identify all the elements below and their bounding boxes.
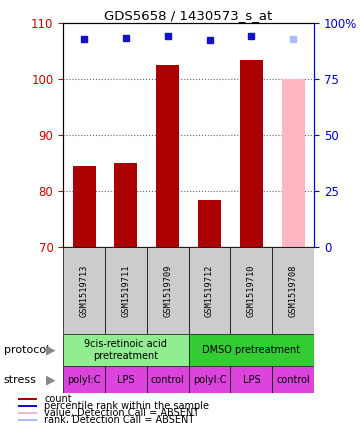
Text: LPS: LPS (243, 375, 260, 385)
Title: GDS5658 / 1430573_s_at: GDS5658 / 1430573_s_at (104, 9, 273, 22)
Text: control: control (276, 375, 310, 385)
Bar (114, 163, 138, 247)
Bar (18, 398, 37, 400)
Bar (188, 366, 230, 393)
Bar (230, 247, 272, 334)
Bar (198, 200, 221, 247)
Text: LPS: LPS (117, 375, 135, 385)
Text: GSM1519710: GSM1519710 (247, 264, 256, 317)
Text: GSM1519712: GSM1519712 (205, 264, 214, 317)
Text: 9cis-retinoic acid
pretreatment: 9cis-retinoic acid pretreatment (84, 339, 168, 361)
Bar (63, 334, 188, 366)
Text: value, Detection Call = ABSENT: value, Detection Call = ABSENT (44, 408, 200, 418)
Bar (230, 366, 272, 393)
Text: rank, Detection Call = ABSENT: rank, Detection Call = ABSENT (44, 415, 195, 423)
Bar (282, 79, 305, 247)
Text: GSM1519713: GSM1519713 (79, 264, 88, 317)
Bar (156, 65, 179, 247)
Bar (240, 60, 263, 247)
Text: stress: stress (4, 375, 36, 385)
Bar (147, 366, 188, 393)
Bar (63, 366, 105, 393)
Text: GSM1519709: GSM1519709 (163, 264, 172, 317)
Bar (18, 419, 37, 421)
Text: DMSO pretreatment: DMSO pretreatment (202, 345, 300, 355)
Bar (147, 247, 188, 334)
Bar (18, 412, 37, 414)
Bar (272, 366, 314, 393)
Bar (105, 247, 147, 334)
Text: count: count (44, 394, 72, 404)
Bar (188, 334, 314, 366)
Text: protocol: protocol (4, 345, 49, 355)
Bar (18, 405, 37, 407)
Text: percentile rank within the sample: percentile rank within the sample (44, 401, 209, 411)
Text: ▶: ▶ (46, 373, 56, 386)
Text: polyI:C: polyI:C (193, 375, 226, 385)
Text: control: control (151, 375, 184, 385)
Bar (105, 366, 147, 393)
Text: GSM1519708: GSM1519708 (289, 264, 298, 317)
Bar (272, 247, 314, 334)
Bar (73, 166, 96, 247)
Bar (188, 247, 230, 334)
Text: ▶: ▶ (46, 343, 56, 357)
Text: GSM1519711: GSM1519711 (121, 264, 130, 317)
Bar (63, 247, 105, 334)
Text: polyI:C: polyI:C (68, 375, 101, 385)
